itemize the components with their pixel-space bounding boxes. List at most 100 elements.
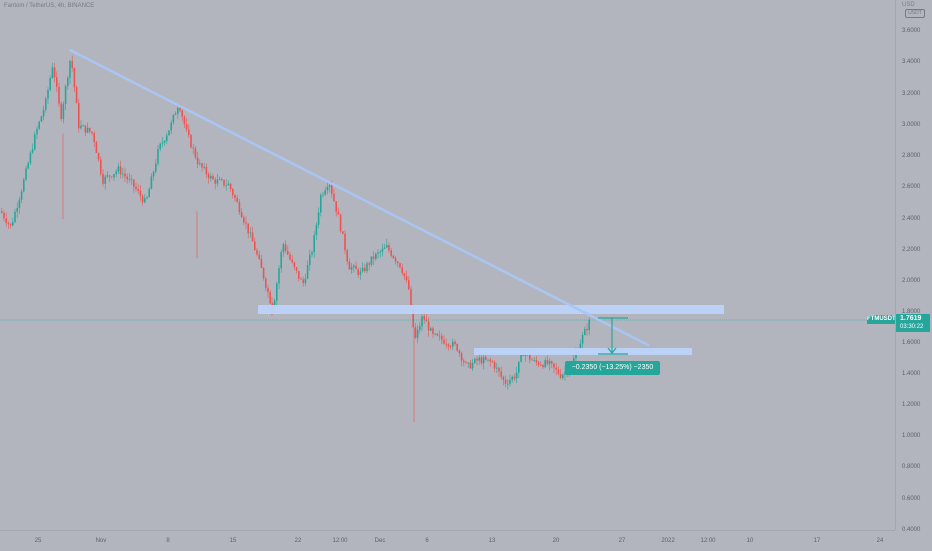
candle	[289, 251, 291, 261]
price-tick-label: 2.8000	[902, 153, 921, 159]
price-tick-label: 1.8000	[902, 309, 921, 315]
candle	[337, 207, 340, 215]
candle	[91, 131, 93, 136]
time-axis[interactable]: 25 Nov 8 15 22 12:00 Dec 6 13 20 27 2022 12:00 10 17 24	[0, 530, 895, 551]
candle	[256, 247, 258, 257]
candle	[282, 242, 285, 257]
candle	[265, 276, 267, 292]
candle	[262, 267, 265, 281]
candle	[113, 173, 115, 181]
candle	[498, 366, 500, 377]
candle	[394, 256, 397, 265]
candle	[548, 358, 551, 371]
candle	[324, 187, 326, 197]
resistance-zone[interactable]	[258, 305, 724, 314]
candle	[205, 163, 208, 178]
price-tick-label: 2.2000	[902, 247, 921, 253]
candle	[174, 111, 177, 116]
candle	[278, 265, 280, 289]
time-tick-label: 20	[552, 538, 560, 544]
candle	[370, 256, 373, 267]
candle	[95, 140, 98, 154]
time-tick-label: 2022	[661, 538, 675, 544]
time-tick-label: 12:00	[332, 538, 348, 544]
candle	[542, 363, 544, 369]
price-axis[interactable]: 3.6000 3.4000 3.2000 3.0000 2.8000 2.6000 2.40…	[895, 0, 932, 533]
candle	[304, 273, 307, 286]
candle	[390, 248, 392, 258]
candle	[86, 122, 89, 134]
candle	[315, 222, 318, 240]
candle	[515, 366, 518, 384]
currency-label: USD	[902, 2, 915, 8]
candle	[212, 173, 214, 180]
candle	[432, 326, 434, 339]
candle	[427, 317, 430, 337]
candle	[364, 263, 366, 273]
candle	[168, 130, 170, 136]
candle	[188, 124, 190, 138]
candle	[16, 202, 18, 218]
price-chart[interactable]	[0, 0, 895, 530]
candle	[333, 188, 335, 202]
candle	[581, 331, 584, 350]
candle	[414, 323, 417, 340]
candle	[133, 179, 135, 193]
candle	[218, 176, 221, 181]
candle	[194, 146, 197, 160]
candle	[159, 142, 161, 152]
candle	[377, 248, 379, 259]
candle	[172, 114, 175, 126]
candle	[388, 242, 390, 253]
candle	[531, 357, 533, 361]
candle	[201, 162, 203, 172]
candle	[117, 163, 120, 175]
candle	[533, 356, 535, 362]
candle	[254, 237, 256, 251]
candle	[23, 177, 25, 193]
price-tick-label: 0.4000	[902, 527, 921, 533]
candle	[203, 163, 205, 170]
candle	[115, 169, 117, 178]
candle	[381, 243, 384, 257]
candle	[322, 191, 324, 198]
candle	[47, 87, 49, 104]
price-tick-label: 1.2000	[902, 402, 921, 408]
candle	[207, 171, 210, 184]
candle	[25, 165, 27, 181]
candle	[298, 271, 300, 282]
candle	[128, 173, 131, 183]
candle	[181, 109, 183, 122]
candle	[445, 338, 447, 349]
candle	[78, 98, 80, 133]
candle	[430, 326, 432, 332]
candle	[236, 194, 238, 203]
candle	[476, 356, 478, 366]
candle	[361, 262, 364, 273]
candle	[353, 263, 355, 273]
time-tick-label: 15	[229, 538, 237, 544]
candle	[185, 118, 188, 132]
candle	[5, 212, 7, 227]
candle	[53, 62, 56, 83]
candle	[221, 177, 223, 182]
candle	[210, 172, 212, 182]
price-tick-label: 2.6000	[902, 184, 921, 190]
currency-badge[interactable]: USDT	[905, 9, 925, 18]
candle	[251, 226, 254, 242]
candle	[196, 151, 199, 168]
candle	[313, 230, 315, 258]
price-tick-label: 2.4000	[902, 216, 921, 222]
candle	[493, 360, 496, 373]
price-tick-label: 3.4000	[902, 59, 921, 65]
candle	[511, 375, 513, 383]
candle	[359, 267, 362, 280]
trendline[interactable]	[68, 48, 650, 347]
candle	[546, 355, 549, 366]
candle	[104, 174, 106, 190]
support-zone[interactable]	[474, 348, 692, 355]
candle	[170, 119, 172, 134]
candle	[320, 192, 322, 217]
measure-tool[interactable]	[598, 317, 628, 355]
chart-area[interactable]: Fantom / TetherUS, 4h, BINANCE FTMUSDT −…	[0, 0, 896, 530]
